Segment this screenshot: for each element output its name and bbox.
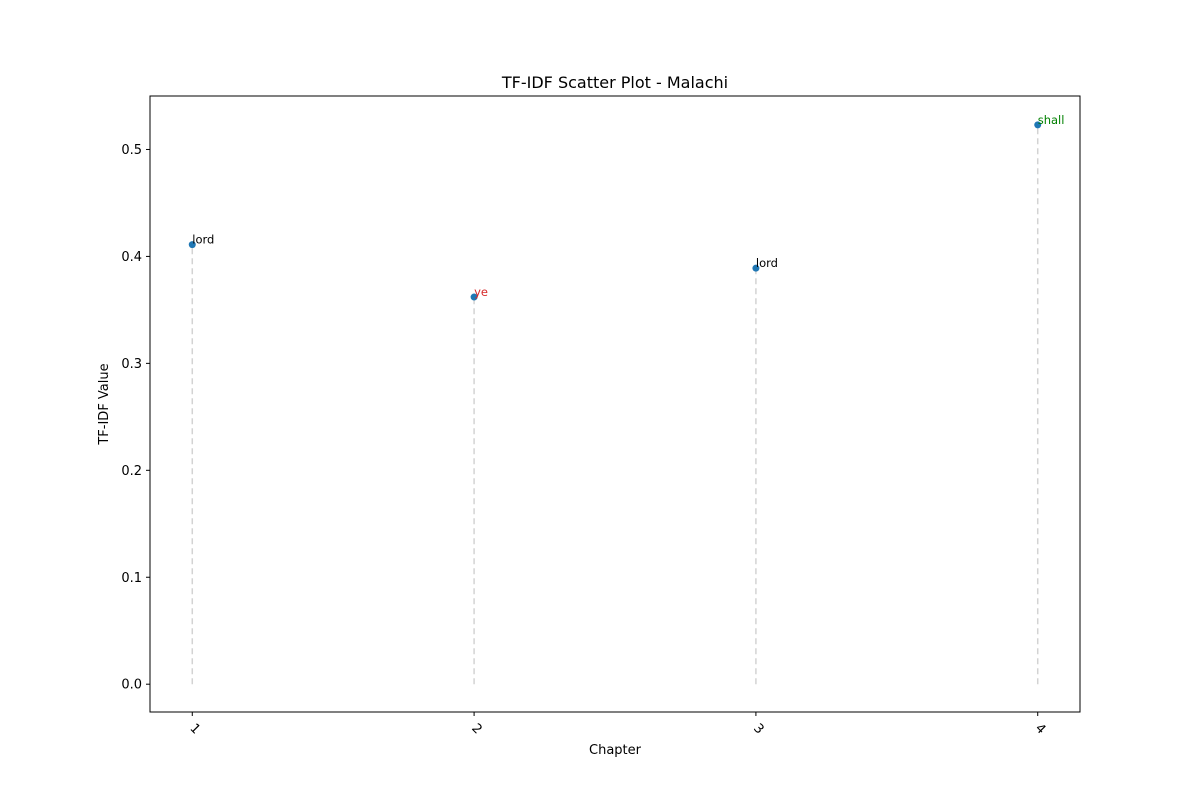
data-point [752,264,760,272]
data-points [188,121,1042,301]
chart-title: TF-IDF Scatter Plot - Malachi [501,73,728,92]
y-tick-label: 0.5 [121,143,142,158]
y-tick-label: 0.3 [121,357,142,372]
data-point [188,241,196,249]
data-point [470,293,478,301]
x-axis-label: Chapter [589,743,642,758]
data-point [1034,121,1042,129]
y-axis-ticks: 0.0 0.1 0.2 0.3 0.4 0.5 [121,143,150,693]
point-label: lord [192,233,214,247]
y-tick-label: 0.1 [121,571,142,586]
y-tick-label: 0.4 [121,250,142,265]
point-label: shall [1038,113,1065,127]
y-tick-label: 0.0 [121,678,142,693]
stem-lines [191,124,1039,685]
y-axis-label: TF-IDF Value [97,363,112,445]
point-label: ye [474,285,488,299]
y-tick-label: 0.2 [121,464,142,479]
point-label: lord [756,256,778,270]
point-labels: lord ye lord shall [192,113,1064,299]
plot-frame [149,95,1081,713]
